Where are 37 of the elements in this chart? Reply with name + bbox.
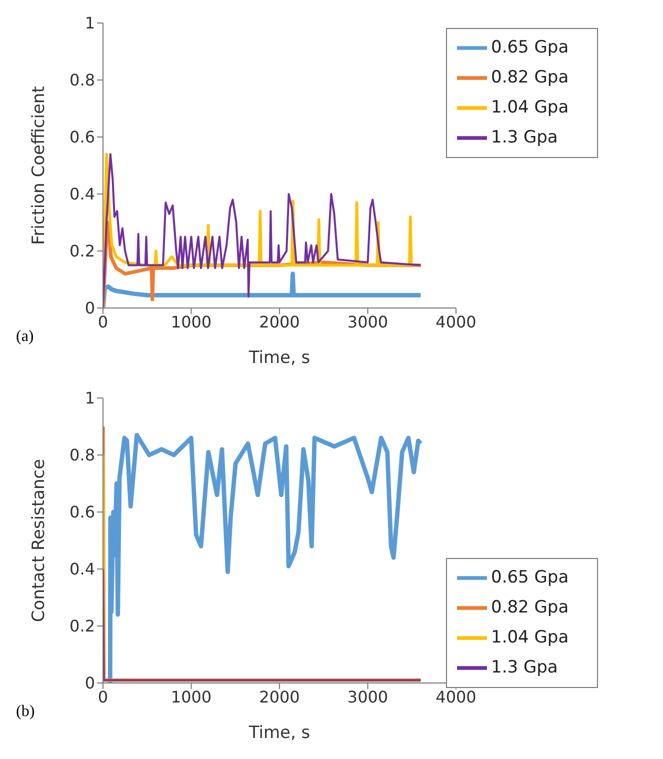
x-axis-title: Time, s (248, 723, 310, 743)
legend-label: 1.04 Gpa (491, 628, 569, 648)
y-tick-label: 0.2 (70, 616, 95, 636)
legend-label: 0.82 Gpa (491, 598, 569, 618)
y-tick-label: 1 (84, 388, 95, 408)
legend-label: 0.82 Gpa (491, 68, 569, 88)
y-tick-label: 0.2 (70, 242, 95, 261)
x-tick-label: 1000 (170, 312, 212, 332)
x-tick-label: 4000 (436, 687, 476, 706)
line-series (103, 272, 423, 308)
text: (b) (16, 703, 35, 721)
y-tick-label: 0 (84, 298, 95, 318)
x-tick-label: 2000 (259, 312, 300, 332)
legend-label: 1.04 Gpa (491, 98, 569, 118)
x-tick-label: 2000 (259, 687, 300, 706)
y-axis-title: Friction Coefficient (29, 86, 50, 245)
text: (a) (16, 328, 34, 346)
y-tick-label: 1 (84, 14, 95, 33)
y-tick-label: 0 (84, 674, 95, 693)
y-axis-title: Contact Resistance (29, 458, 50, 622)
y-tick-label: 0.6 (70, 128, 95, 147)
x-tick-label: 0 (98, 687, 108, 706)
x-tick-label: 1000 (170, 687, 212, 706)
legend-label: 1.3 Gpa (491, 128, 558, 148)
x-axis-title: Time, s (248, 348, 310, 368)
y-tick-label: 0.4 (70, 184, 95, 204)
legend-label: 1.3 Gpa (491, 658, 558, 678)
x-tick-label: 3000 (347, 687, 388, 706)
legend-label: 0.65 Gpa (491, 38, 569, 58)
y-tick-label: 0.6 (70, 502, 95, 522)
x-tick-label: 4000 (436, 312, 476, 332)
y-tick-label: 0.4 (70, 560, 95, 579)
y-tick-label: 0.8 (70, 70, 95, 90)
legend-label: 0.65 Gpa (491, 568, 569, 588)
x-tick-label: 3000 (347, 312, 388, 332)
x-tick-label: 0 (98, 312, 108, 332)
y-tick-label: 0.8 (70, 446, 95, 465)
